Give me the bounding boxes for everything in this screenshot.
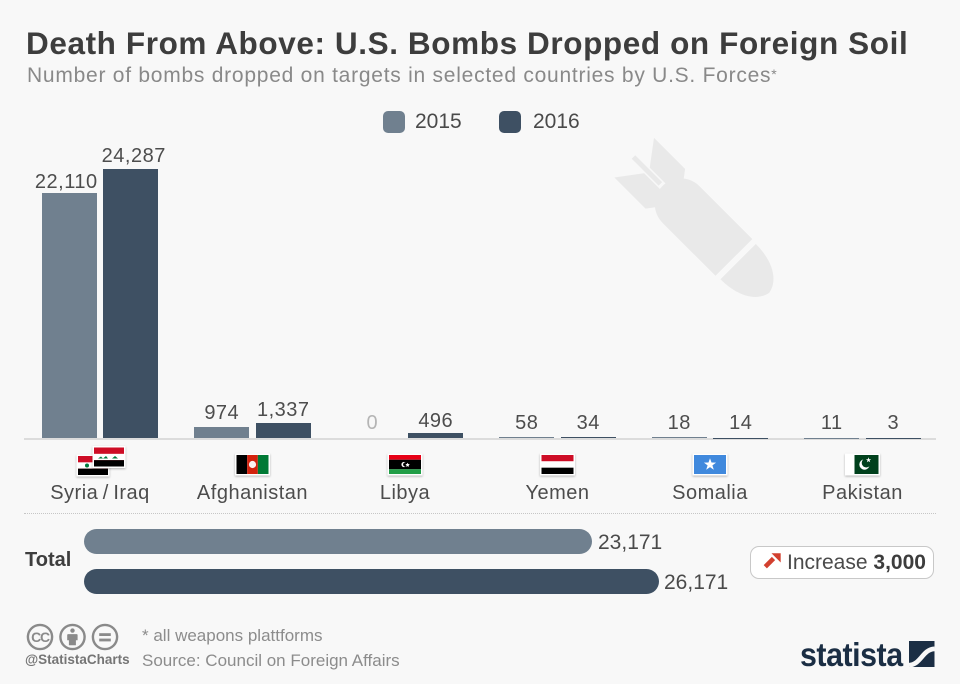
svg-text:CC: CC	[31, 629, 50, 645]
